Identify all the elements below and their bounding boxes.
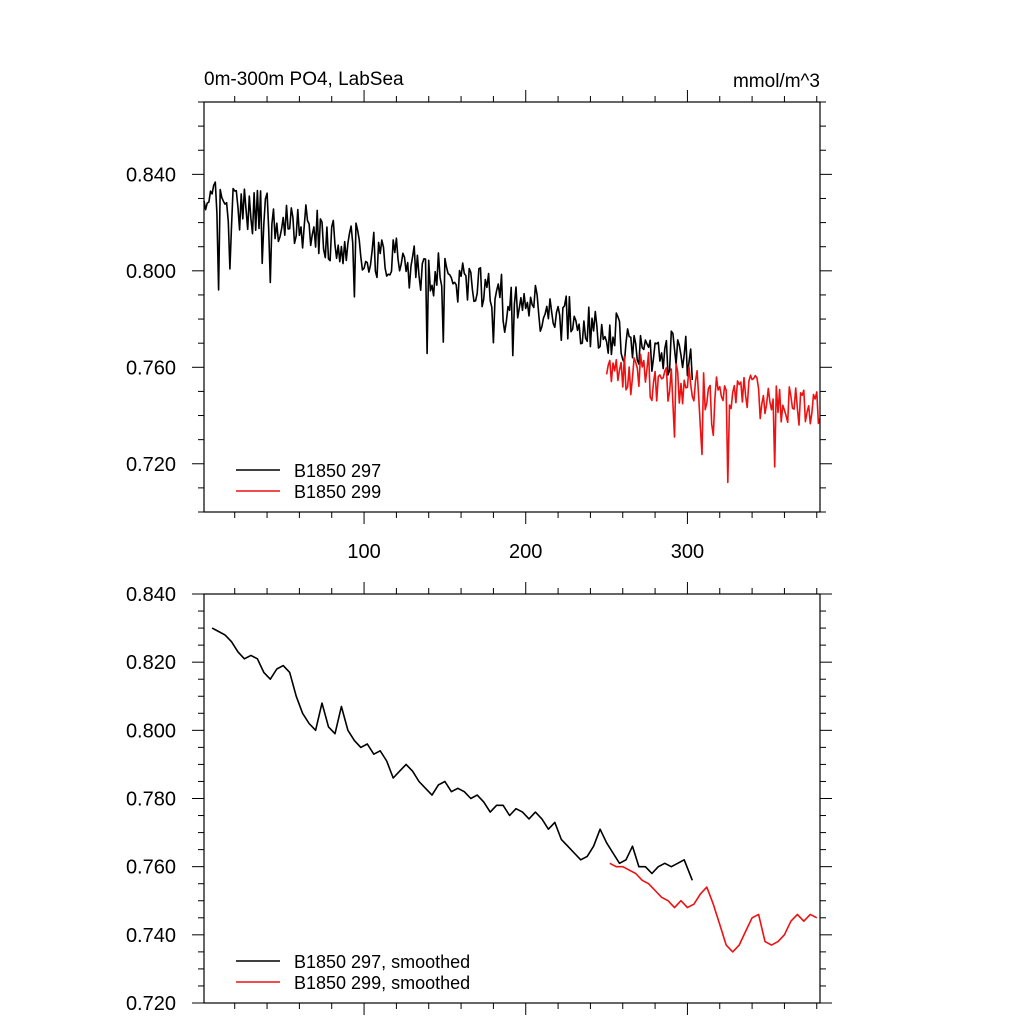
bottom-plot-frame	[203, 593, 821, 1004]
bottom-legend: B1850 297, smoothed B1850 299, smoothed	[236, 952, 470, 993]
bottom-y-tick-label: 0.720	[126, 993, 176, 1015]
top-plot-frame	[203, 101, 821, 513]
bottom-ticks: 0.720 0.740 0.760 0.780 0.800 0.820 0.840	[126, 582, 832, 1015]
top-y-tick-label: 0.800	[126, 261, 176, 283]
top-series-line-1	[605, 351, 821, 484]
top-series	[203, 181, 821, 484]
bottom-y-tick-label: 0.760	[126, 857, 176, 879]
legend-label-297: B1850 297	[294, 461, 381, 481]
top-y-tick-label: 0.760	[126, 357, 176, 379]
top-panel: 0m-300m PO4, LabSea mmol/m^3 100 200 300 0.…	[126, 69, 832, 563]
top-y-tick-label: 0.840	[126, 164, 176, 186]
bottom-y-tick-label: 0.780	[126, 789, 176, 811]
bottom-y-tick-label: 0.840	[126, 584, 176, 606]
bottom-y-tick-label: 0.800	[126, 720, 176, 742]
top-y-tick-label: 0.720	[126, 454, 176, 476]
bottom-panel: 0.720 0.740 0.760 0.780 0.800 0.820 0.840 B185…	[126, 582, 832, 1015]
top-x-tick-label: 200	[509, 541, 542, 563]
legend-label-299-smoothed: B1850 299, smoothed	[294, 973, 470, 993]
top-legend: B1850 297 B1850 299	[236, 461, 381, 502]
top-title-left: 0m-300m PO4, LabSea	[204, 69, 404, 90]
top-x-tick-label: 300	[671, 541, 704, 563]
top-series-line-0	[203, 181, 694, 381]
top-title-right: mmol/m^3	[733, 71, 820, 92]
top-ticks: 100 200 300 0.720 0.760 0.800 0.840	[126, 90, 832, 563]
bottom-y-tick-label: 0.740	[126, 925, 176, 947]
legend-label-297-smoothed: B1850 297, smoothed	[294, 952, 470, 972]
bottom-series-line-1	[609, 862, 818, 953]
bottom-series	[211, 627, 818, 953]
bottom-y-tick-label: 0.820	[126, 652, 176, 674]
bottom-series-line-0	[211, 627, 694, 881]
top-x-tick-label: 100	[347, 541, 380, 563]
legend-label-299: B1850 299	[294, 482, 381, 502]
